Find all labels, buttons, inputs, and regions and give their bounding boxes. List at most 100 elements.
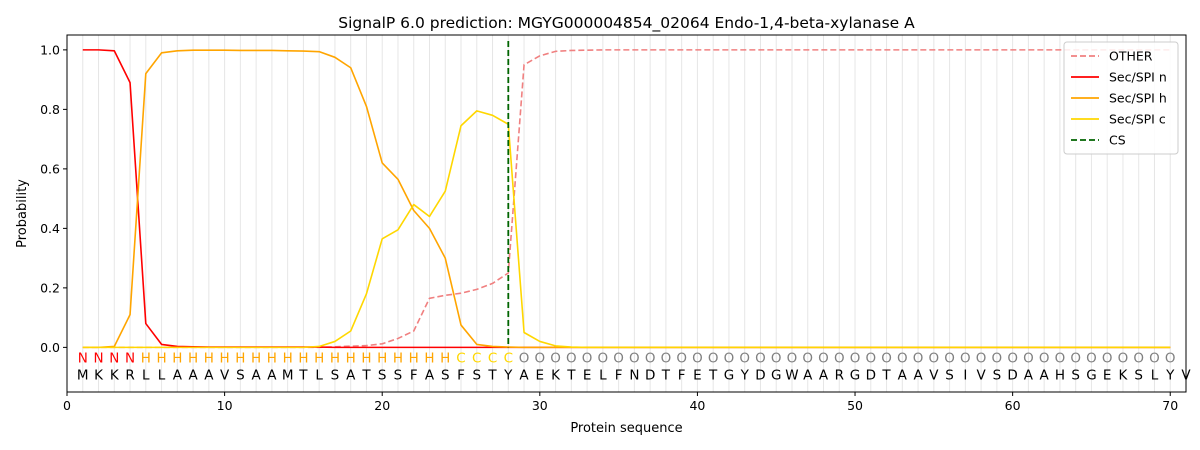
region-label: H: [251, 350, 261, 366]
legend-label: OTHER: [1109, 49, 1153, 64]
region-label: C: [456, 350, 465, 366]
residue-letter: G: [724, 368, 734, 384]
region-label: H: [283, 350, 293, 366]
residue-letter: A: [913, 368, 923, 384]
residue-letter: A: [898, 368, 908, 384]
axes: 0 10 20 30 40 50 60 70 0.0 0.2 0.4 0.6 0.8 1.0: [40, 42, 1178, 413]
region-label: C: [504, 350, 513, 366]
residue-letter: D: [755, 368, 765, 384]
region-label: O: [566, 350, 577, 366]
region-label: O: [881, 350, 892, 366]
region-label: O: [534, 350, 545, 366]
y-tick-label: 0.2: [40, 280, 60, 295]
region-label: O: [1165, 350, 1176, 366]
residue-letter: Y: [1165, 368, 1175, 384]
region-label: H: [377, 350, 387, 366]
region-label: O: [708, 350, 719, 366]
residue-letter: D: [1007, 368, 1017, 384]
region-label: H: [235, 350, 245, 366]
region-label: O: [897, 350, 908, 366]
residue-letter: A: [252, 368, 262, 384]
region-label: H: [267, 350, 277, 366]
region-label: H: [204, 350, 214, 366]
region-label: H: [330, 350, 340, 366]
region-label: C: [488, 350, 497, 366]
residue-letter: T: [881, 368, 891, 384]
legend-label: Sec/SPI h: [1109, 91, 1167, 106]
legend: OTHER Sec/SPI n Sec/SPI h Sec/SPI c CS: [1063, 41, 1179, 155]
residue-letter: W: [785, 368, 798, 384]
residue-letter: T: [708, 368, 718, 384]
residue-letter: Y: [503, 368, 513, 384]
x-tick-label: 0: [63, 398, 71, 413]
residue-letter: R: [125, 368, 134, 384]
region-label: O: [865, 350, 876, 366]
region-label: O: [1133, 350, 1144, 366]
legend-label: Sec/SPI n: [1109, 70, 1167, 85]
region-label: O: [598, 350, 609, 366]
region-label: O: [850, 350, 861, 366]
residue-letter: T: [298, 368, 308, 384]
residue-letter: D: [645, 368, 655, 384]
region-label: O: [944, 350, 955, 366]
region-label: N: [93, 350, 103, 366]
residue-letter: S: [441, 368, 450, 384]
region-label: O: [1023, 350, 1034, 366]
residue-letter: S: [993, 368, 1002, 384]
residue-letter: F: [678, 368, 686, 384]
region-label: O: [519, 350, 530, 366]
x-tick-label: 50: [847, 398, 863, 413]
region-label: O: [1070, 350, 1081, 366]
region-label: O: [929, 350, 940, 366]
y-tick-label: 0.4: [40, 221, 60, 236]
y-tick-label: 1.0: [40, 42, 60, 57]
region-label: O: [834, 350, 845, 366]
residue-letter: K: [110, 368, 120, 384]
region-label: H: [188, 350, 198, 366]
residue-letter: V: [976, 368, 986, 384]
series-line: [82, 49, 1171, 349]
region-label: O: [550, 350, 561, 366]
series-line: [82, 110, 1171, 349]
residue-letter: Y: [740, 368, 750, 384]
residue-letter: L: [1151, 368, 1159, 384]
region-label: N: [78, 350, 88, 366]
series-line: [82, 49, 1171, 349]
sequence-labels: NMNKNKNRHLHLHAHAHAHVHSHAHAHMHTHLHSHAHTHS…: [77, 350, 1191, 383]
residue-letter: S: [236, 368, 245, 384]
y-tick-label: 0.8: [40, 102, 60, 117]
x-tick-label: 10: [217, 398, 233, 413]
residue-letter: D: [866, 368, 876, 384]
plot-frame: [66, 34, 1187, 393]
x-tick-label: 60: [1005, 398, 1021, 413]
residue-letter: V: [220, 368, 230, 384]
region-label: H: [409, 350, 419, 366]
residue-letter: K: [1119, 368, 1129, 384]
residue-letter: S: [472, 368, 481, 384]
region-label: H: [393, 350, 403, 366]
y-axis-label: Probability: [15, 179, 30, 248]
residue-letter: G: [771, 368, 781, 384]
x-tick-label: 20: [374, 398, 390, 413]
region-label: O: [802, 350, 813, 366]
residue-letter: V: [929, 368, 939, 384]
region-label: O: [1086, 350, 1097, 366]
region-label: O: [613, 350, 624, 366]
legend-box: [1063, 41, 1179, 155]
region-label: O: [787, 350, 798, 366]
residue-letter: F: [457, 368, 465, 384]
residue-letter: I: [963, 368, 967, 384]
legend-label: Sec/SPI c: [1109, 112, 1166, 127]
region-label: O: [913, 350, 924, 366]
region-label: N: [109, 350, 119, 366]
residue-letter: N: [629, 368, 639, 384]
region-label: O: [661, 350, 672, 366]
residue-letter: R: [835, 368, 844, 384]
x-tick-label: 70: [1162, 398, 1178, 413]
series-line: [82, 49, 1171, 349]
residue-letter: H: [1055, 368, 1065, 384]
region-label: O: [1039, 350, 1050, 366]
region-label: O: [1007, 350, 1018, 366]
region-label: N: [125, 350, 135, 366]
